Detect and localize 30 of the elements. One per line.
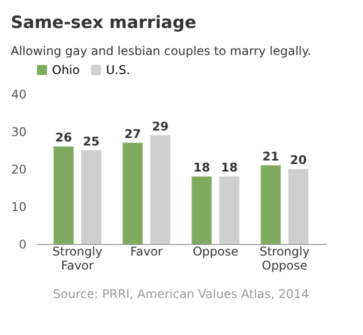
x-tick-label: Strongly Favor	[52, 244, 102, 272]
data-label: 21	[262, 149, 280, 164]
x-tick-label: Strongly Oppose	[260, 244, 310, 272]
legend-label: U.S.	[106, 63, 130, 77]
bar	[54, 146, 74, 244]
chart-title: Same-sex marriage	[10, 13, 196, 33]
x-tick-label: Oppose	[192, 244, 238, 258]
bar	[122, 142, 143, 244]
bar	[150, 135, 170, 244]
y-tick-label: 20	[11, 162, 26, 176]
data-label: 25	[82, 134, 100, 148]
bar	[260, 165, 281, 244]
bar	[288, 169, 308, 244]
data-label: 26	[55, 130, 72, 144]
data-label: 18	[220, 160, 238, 174]
bar	[192, 176, 212, 244]
y-tick-label: 0	[18, 238, 26, 252]
data-label: 20	[290, 153, 307, 167]
data-label: 18	[193, 160, 210, 174]
data-label: 27	[124, 126, 142, 141]
bar	[81, 150, 102, 244]
source-note: Source: PRRI, American Values Atlas, 2014	[53, 287, 309, 301]
x-tick-label: Favor	[130, 244, 163, 258]
bar	[219, 176, 240, 244]
y-tick-label: 10	[11, 200, 26, 214]
y-tick-label: 30	[11, 125, 26, 139]
legend-label: Ohio	[52, 63, 80, 77]
chart-subtitle: Allowing gay and lesbian couples to marry legally.	[10, 44, 312, 58]
data-label: 29	[152, 119, 169, 134]
y-tick-label: 40	[11, 88, 26, 102]
